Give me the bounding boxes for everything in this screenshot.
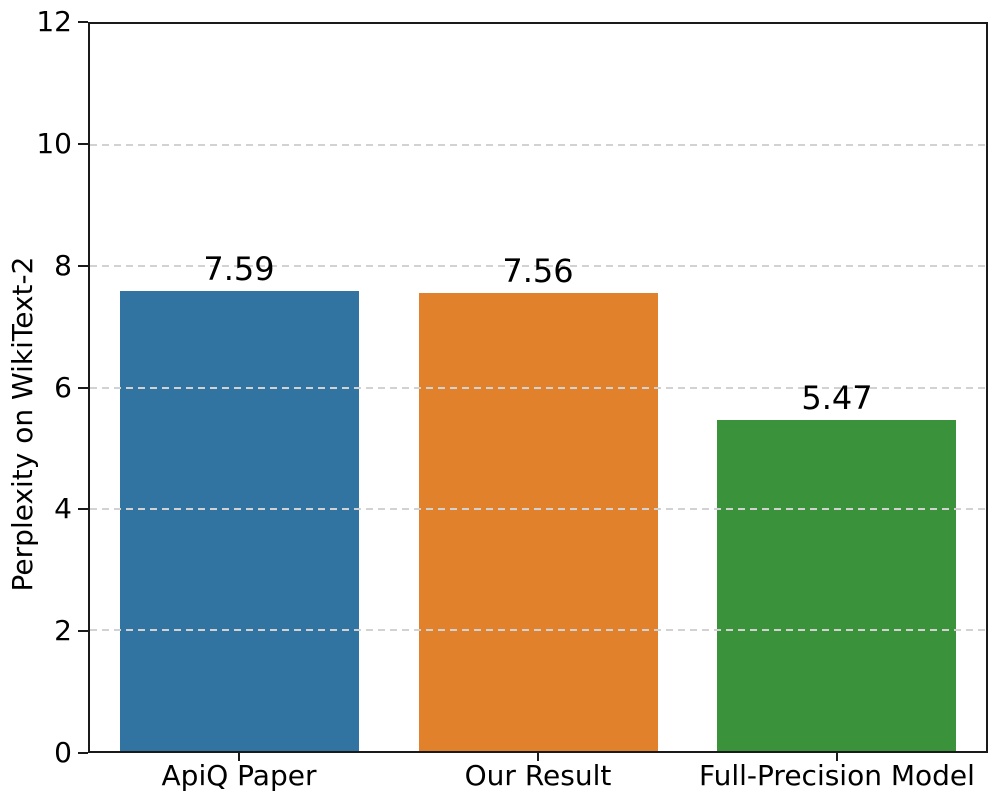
gridline: [90, 144, 986, 147]
bar-full-precision-model: [717, 420, 956, 751]
y-tick-mark: [78, 630, 88, 632]
gridline: [90, 507, 986, 510]
bar-our-result: [419, 293, 658, 751]
y-tick-mark: [78, 265, 88, 267]
y-tick-mark: [78, 21, 88, 23]
y-tick-label: 6: [54, 371, 72, 404]
y-tick-mark: [78, 752, 88, 754]
y-tick-label: 8: [54, 249, 72, 282]
x-category-label: Our Result: [464, 759, 612, 792]
x-tick-mark: [537, 753, 539, 761]
x-category-label: ApiQ Paper: [161, 759, 317, 792]
y-tick-label: 2: [54, 614, 72, 647]
y-tick-mark: [78, 143, 88, 145]
x-tick-mark: [836, 753, 838, 761]
bar-value-label: 7.59: [203, 250, 275, 288]
y-tick-label: 10: [36, 127, 72, 160]
bar-value-label: 7.56: [502, 252, 574, 290]
x-tick-mark: [238, 753, 240, 761]
bar-apiq-paper: [120, 291, 359, 751]
y-tick-label: 12: [36, 5, 72, 38]
y-tick-label: 4: [54, 492, 72, 525]
y-tick-mark: [78, 387, 88, 389]
plot-area: 7.59 7.56 5.47: [88, 22, 988, 753]
gridline: [90, 265, 986, 268]
gridline: [90, 386, 986, 389]
y-tick-mark: [78, 508, 88, 510]
x-category-label: Full-Precision Model: [699, 759, 975, 792]
bar-value-label: 5.47: [801, 379, 873, 417]
y-tick-label: 0: [54, 736, 72, 769]
gridline: [90, 628, 986, 631]
